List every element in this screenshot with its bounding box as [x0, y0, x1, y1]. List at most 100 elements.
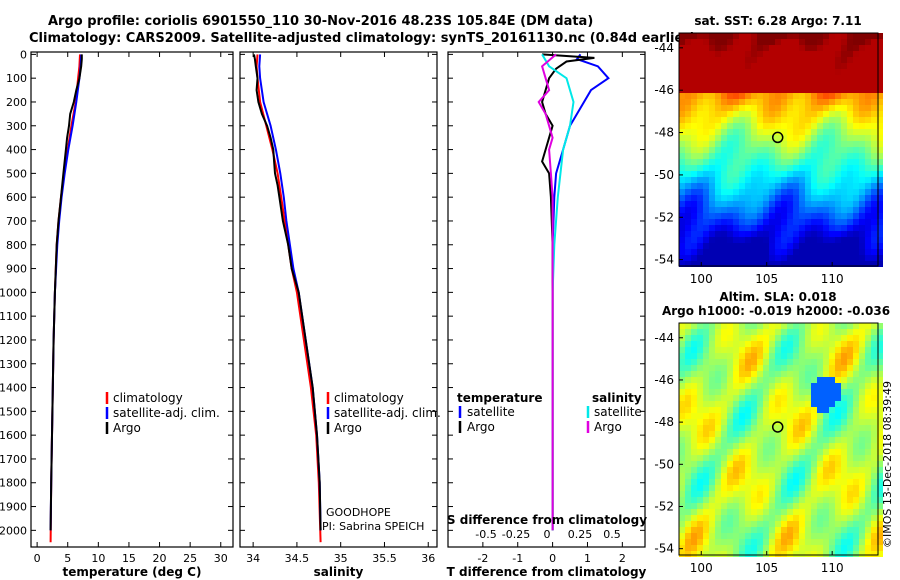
sla-map-cell [775, 437, 781, 443]
sst-map-cell [811, 135, 817, 141]
sst-map-cell [703, 261, 709, 267]
sst-map-cell [715, 111, 721, 117]
sla-map-cell [679, 473, 685, 479]
sla-map-cell [841, 515, 847, 521]
sst-map-cell [721, 171, 727, 177]
sla-map-cell [739, 503, 745, 509]
sla-map-cell [841, 419, 847, 425]
sla-map-cell [877, 359, 883, 365]
sst-map-cell [829, 69, 835, 75]
sst-map-cell [745, 51, 751, 57]
sla-map-cell [763, 401, 769, 407]
sla-map-cell [829, 461, 835, 467]
sst-map-cell [871, 201, 877, 207]
sla-map-cell [799, 545, 805, 551]
sla-map-cell [751, 551, 757, 557]
sst-map-cell [805, 147, 811, 153]
sst-map-cell [781, 231, 787, 237]
sla-map-cell [769, 401, 775, 407]
sst-map-cell [715, 177, 721, 183]
sla-map-cell [709, 413, 715, 419]
sst-map-cell [835, 201, 841, 207]
sla-map-cell [781, 431, 787, 437]
depth-tick-label: 900 [6, 263, 27, 276]
sla-map-cell [781, 329, 787, 335]
sla-map-cell [715, 473, 721, 479]
sla-map-cell [823, 479, 829, 485]
sst-map-cell [763, 165, 769, 171]
sst-map-cell [877, 129, 883, 135]
sla-map-cell [751, 485, 757, 491]
sla-map-cell [703, 509, 709, 515]
sla-map-cell [733, 425, 739, 431]
sst-map-cell [835, 231, 841, 237]
sla-map-cell [679, 443, 685, 449]
sla-map-cell [811, 335, 817, 341]
sla-map-cell [721, 371, 727, 377]
sla-map-cell [763, 497, 769, 503]
sla-map-cell [727, 533, 733, 539]
sst-map-cell [781, 39, 787, 45]
sla-map-cell [805, 365, 811, 371]
sst-map-cell [763, 105, 769, 111]
sst-map-cell [847, 87, 853, 93]
sst-map-cell [721, 219, 727, 225]
sst-map-cell [739, 135, 745, 141]
sla-map-cell [739, 377, 745, 383]
sst-map-cell [859, 201, 865, 207]
sst-map-argo-marker [771, 131, 784, 144]
sst-map-cell [817, 165, 823, 171]
sla-map-cell [859, 359, 865, 365]
sst-map-cell [733, 261, 739, 267]
sst-map-cell [811, 63, 817, 69]
sst-map-cell [877, 99, 883, 105]
sla-map-cell [865, 329, 871, 335]
sla-map-cell [685, 335, 691, 341]
sst-map-cell [799, 165, 805, 171]
sst-map-cell [793, 99, 799, 105]
sla-map-cell [745, 485, 751, 491]
sla-map-cell [871, 323, 877, 329]
sla-map-cell [727, 329, 733, 335]
sla-map-cell [877, 323, 883, 329]
sla-map-cell [853, 377, 859, 383]
sst-map-cell [787, 225, 793, 231]
sst-map-cell [823, 183, 829, 189]
sst-map-cell [835, 261, 841, 267]
sla-map-cell [679, 425, 685, 431]
sla-map-cell [745, 329, 751, 335]
sst-map-ytick-label: -48 [654, 126, 674, 140]
sla-map-cell [829, 539, 835, 545]
sst-map-cell [835, 129, 841, 135]
sla-map-cell [769, 377, 775, 383]
sla-map-cell [697, 329, 703, 335]
sla-map-cell [775, 545, 781, 551]
sla-map-cell [787, 485, 793, 491]
sst-map-cell [691, 189, 697, 195]
sla-map-cell [841, 551, 847, 557]
sst-map-cell [727, 159, 733, 165]
sst-map-cell [871, 243, 877, 249]
sst-map-cell [739, 207, 745, 213]
sla-map-ytick-label: -46 [654, 373, 674, 387]
sst-map-cell [865, 249, 871, 255]
sst-map-cell [685, 117, 691, 123]
sst-map-cell [745, 99, 751, 105]
sst-map-cell [733, 33, 739, 39]
sst-map-cell [763, 147, 769, 153]
sst-map-cell [853, 45, 859, 51]
sst-map-cell [763, 153, 769, 159]
sla-map-cell [859, 395, 865, 401]
sst-map-cell [853, 81, 859, 87]
sst-map-cell [685, 261, 691, 267]
sst-map-cell [727, 51, 733, 57]
sla-map-cell [685, 401, 691, 407]
sst-map-cell [703, 207, 709, 213]
sla-map-cell [745, 413, 751, 419]
sst-map-cell [865, 243, 871, 249]
sst-map-cell [739, 231, 745, 237]
sla-map-cell [727, 389, 733, 395]
sla-map-cell [757, 533, 763, 539]
sst-map-cell [859, 261, 865, 267]
sst-map-cell [715, 57, 721, 63]
